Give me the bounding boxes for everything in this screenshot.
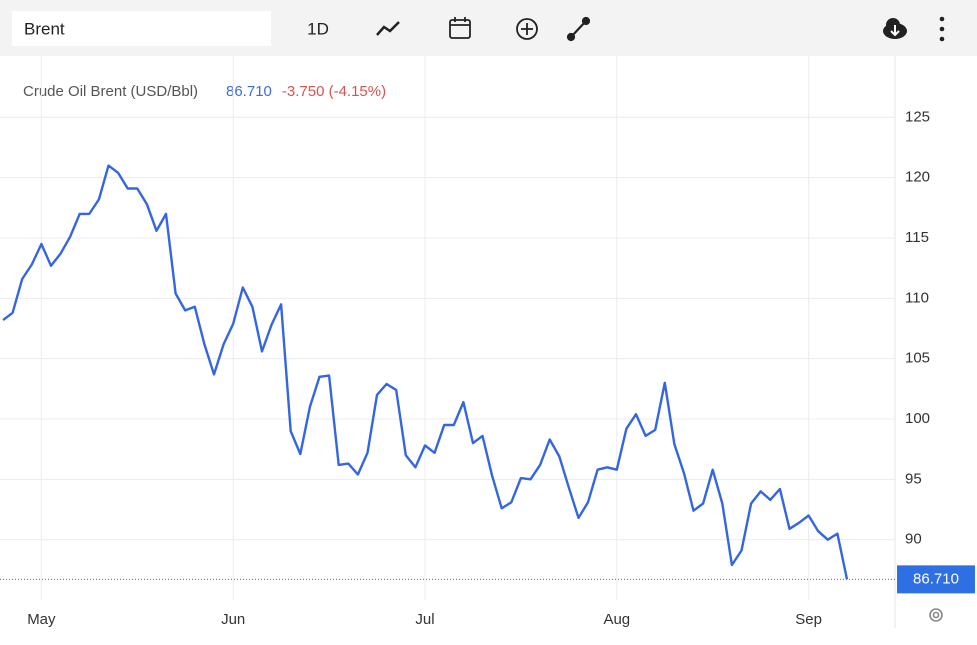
price-line [2,164,849,580]
download-icon[interactable] [883,18,907,39]
menu-icon[interactable] [939,16,945,42]
interval-button[interactable]: 1D [307,19,329,38]
chart-title: Crude Oil Brent (USD/Bbl) [23,83,198,100]
x-tick-label: May [27,611,56,628]
chart-type-icon[interactable] [376,21,400,36]
y-tick-label: 90 [905,531,922,548]
last-price-label: 86.710 [913,570,959,587]
search-text: Brent [24,19,65,38]
search-box[interactable] [12,11,271,46]
y-tick-label: 125 [905,108,930,125]
last-price-tag [897,565,975,594]
y-tick-label: 105 [905,350,930,367]
draw-icon[interactable] [566,16,591,42]
y-tick-label: 100 [905,410,930,427]
x-tick-label: Sep [795,611,822,628]
x-tick-label: Aug [603,611,630,628]
price-change: -3.750 (-4.15%) [282,83,386,100]
y-tick-label: 95 [905,470,922,487]
x-tick-label: Jul [415,611,434,628]
add-icon[interactable] [516,18,538,40]
settings-icon[interactable] [929,608,943,622]
x-tick-label: Jun [221,611,245,628]
calendar-icon[interactable] [449,17,471,39]
y-tick-label: 115 [905,229,929,246]
last-price: 86.710 [226,83,272,100]
y-tick-label: 120 [905,169,930,186]
y-tick-label: 110 [905,289,929,306]
